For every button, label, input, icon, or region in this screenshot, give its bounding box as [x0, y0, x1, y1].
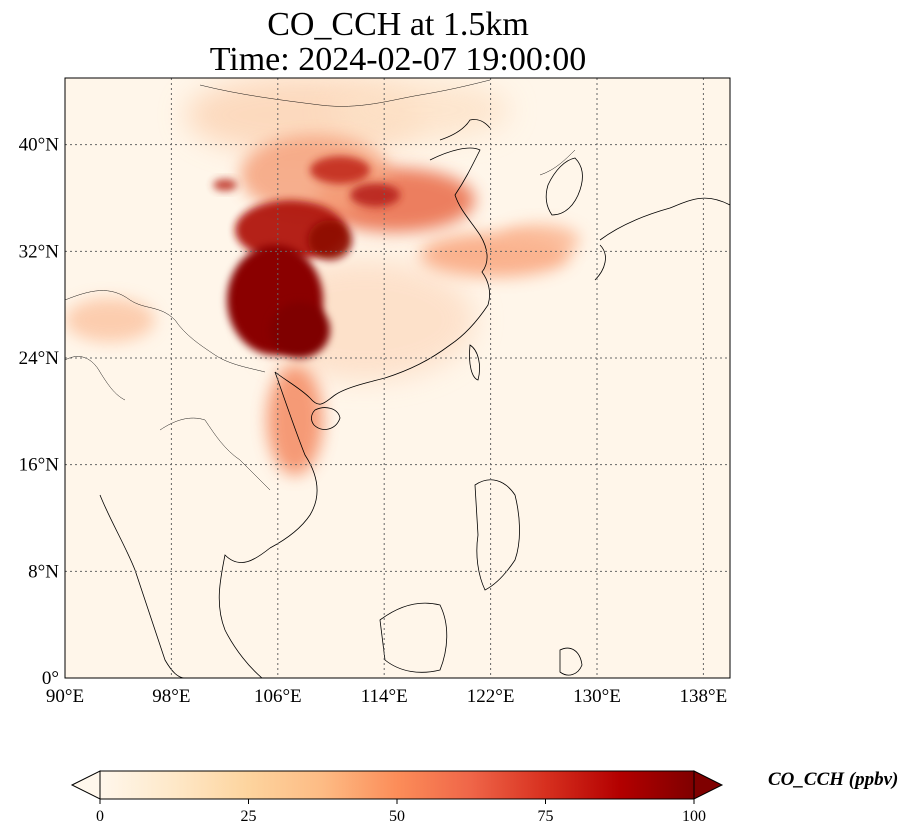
y-tick-label: 8°N: [28, 561, 59, 582]
sichuan-plume-lower: [270, 302, 330, 358]
hotspot-north-2: [350, 183, 400, 207]
map-frame: [64, 77, 731, 679]
hainan-island: [311, 407, 341, 430]
x-tick-label: 130°E: [573, 686, 621, 707]
vietnam-corridor-plume: [267, 365, 323, 475]
y-tick-label: 16°N: [19, 455, 60, 476]
taiwan: [469, 344, 480, 381]
colorbar-label: CO_CCH (ppbv): [768, 769, 899, 790]
mongolia-border: [199, 79, 491, 107]
x-tick-label: 90°E: [46, 686, 84, 707]
map-background: [65, 78, 730, 678]
small-hotspot-west: [213, 179, 237, 191]
philippines: [474, 479, 520, 591]
y-tick-labels: 0° 8°N 16°N 24°N 32°N 40°N: [19, 135, 60, 689]
bohai-coast: [439, 119, 491, 141]
myanmar-plume: [65, 298, 155, 342]
northeast-plume: [330, 80, 510, 140]
x-tick-label: 122°E: [467, 686, 515, 707]
concentration-field: [65, 78, 580, 475]
japan-coast: [594, 197, 730, 281]
x-tick-labels: 90°E 98°E 106°E 114°E 122°E 130°E 138°E: [46, 686, 727, 707]
x-tick-label: 106°E: [254, 686, 302, 707]
colorbar-tick-label: 100: [682, 808, 706, 825]
colorbar-bar: [99, 770, 695, 800]
map-title-line1: CO_CCH at 1.5km: [267, 6, 529, 43]
map-area: [65, 78, 730, 678]
china-coastline: [274, 147, 490, 405]
korea-outflow-plume: [500, 224, 580, 256]
y-tick-label: 32°N: [19, 241, 60, 262]
colorbar-tick-label: 25: [241, 808, 257, 825]
x-tick-label: 138°E: [680, 686, 728, 707]
x-tick-label: 114°E: [361, 686, 408, 707]
colorbar-tick-label: 50: [389, 808, 405, 825]
coastlines: [99, 119, 730, 678]
colorbar-extend-high: [693, 770, 724, 800]
x-tick-label: 98°E: [152, 686, 190, 707]
china-southwest-border: [65, 290, 266, 373]
country-borders: [65, 79, 576, 491]
y-tick-label: 0°: [42, 668, 59, 689]
colorbar-extend-low: [70, 770, 101, 800]
india-myanmar-border: [65, 356, 126, 401]
sulawesi: [559, 647, 583, 676]
korea-peninsula: [545, 157, 583, 216]
colorbar-tick-label: 75: [538, 808, 554, 825]
borneo: [379, 602, 448, 673]
north-korea-border: [539, 149, 576, 176]
map-title-line2: Time: 2024-02-07 19:00:00: [209, 41, 587, 78]
graticule: [65, 78, 730, 678]
y-tick-label: 24°N: [19, 348, 60, 369]
thailand-laos-border: [159, 417, 271, 491]
gulf-of-thailand: [218, 547, 271, 678]
vietnam-coast: [269, 371, 318, 549]
hotspot-north-1: [310, 156, 370, 184]
colorbar-ticks: 0 25 50 75 100: [96, 799, 706, 825]
colorbar: 0 25 50 75 100: [70, 770, 724, 825]
chongqing-hotspot: [308, 220, 352, 260]
y-tick-label: 40°N: [19, 135, 60, 156]
malay-peninsula: [99, 494, 186, 678]
colorbar-tick-label: 0: [96, 808, 104, 825]
